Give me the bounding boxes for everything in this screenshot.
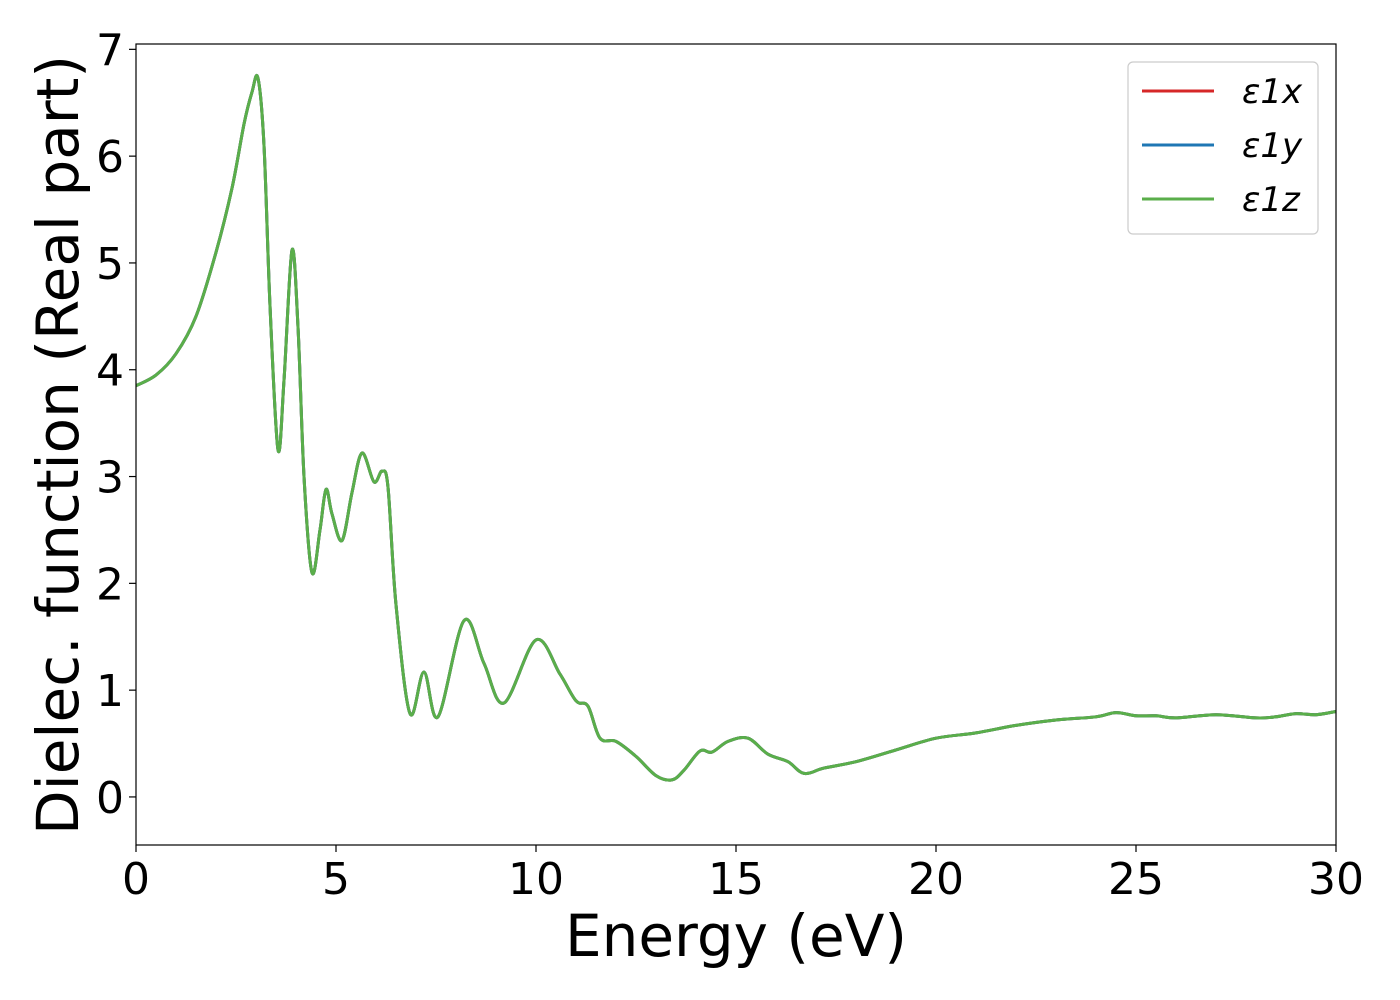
legend-label-1: ε1x [1242, 72, 1303, 112]
x-axis-title: Energy (eV) [565, 902, 907, 970]
series-line-3 [136, 74, 1336, 782]
axis-ticks: 0 5 10 15 20 25 30 0 1 2 3 4 5 6 7 [96, 25, 1364, 905]
y-tick-label: 7 [96, 25, 124, 76]
x-tick-label: 15 [708, 854, 764, 905]
legend-box [1127, 61, 1319, 235]
x-tick-label: 5 [322, 854, 350, 905]
y-axis-title: Dielec. function (Real part) [24, 55, 92, 835]
y-tick-label: 0 [96, 773, 124, 824]
series-lines [136, 74, 1336, 782]
y-tick-label: 6 [96, 132, 124, 183]
y-tick-label: 5 [96, 239, 124, 290]
legend-label-3: ε1z [1242, 180, 1301, 220]
y-tick-label: 3 [96, 453, 124, 504]
x-tick-label: 30 [1308, 854, 1364, 905]
y-tick-label: 4 [96, 346, 124, 397]
y-tick-label: 1 [96, 666, 124, 717]
y-tick-label: 2 [96, 559, 124, 610]
plot-area [135, 43, 1337, 846]
legend: ε1x ε1y ε1z [1127, 61, 1319, 235]
x-tick-label: 10 [508, 854, 564, 905]
x-tick-label: 0 [122, 854, 150, 905]
x-tick-label: 20 [908, 854, 964, 905]
legend-label-2: ε1y [1242, 126, 1303, 166]
x-tick-label: 25 [1108, 854, 1164, 905]
